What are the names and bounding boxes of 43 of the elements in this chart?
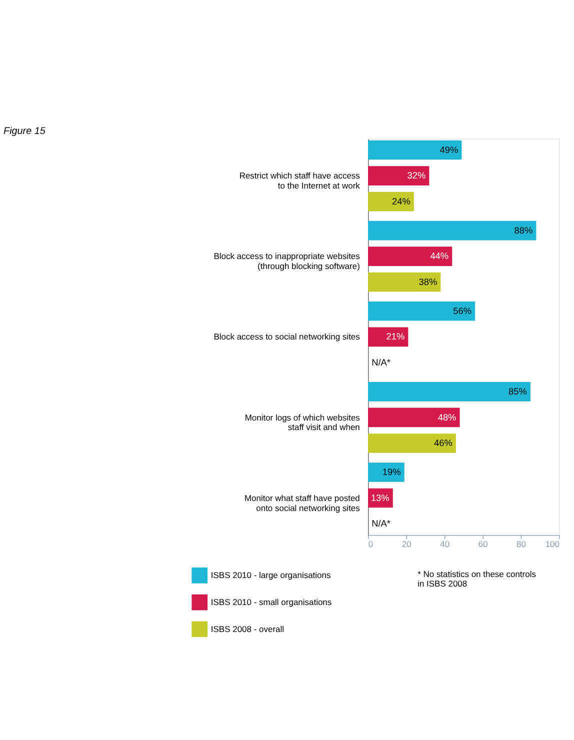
x-tick-label: 80	[516, 538, 526, 549]
x-tick-label: 100	[545, 538, 560, 549]
x-tick-label: 40	[440, 538, 450, 549]
data-label: 49%	[440, 144, 458, 155]
text: Figure 15	[4, 126, 46, 137]
data-label: 48%	[438, 412, 456, 422]
x-tick-label: 0	[368, 538, 374, 549]
bar	[368, 166, 430, 186]
bar	[368, 220, 536, 240]
y-tick-label: Restrict which staff have access to the Internet at work	[239, 170, 361, 191]
bar	[368, 140, 462, 160]
bar	[368, 246, 452, 266]
bar	[368, 382, 530, 402]
data-label: 19%	[382, 467, 401, 478]
bar	[368, 434, 456, 453]
data-label: 32%	[407, 170, 426, 181]
data-label: 56%	[453, 306, 472, 316]
data-label: 46%	[434, 438, 452, 448]
legend-label: ISBS 2010 - small organisations	[210, 597, 332, 608]
y-tick-label: Block access to social networking sites	[214, 332, 360, 342]
x-tick-label: 60	[478, 538, 488, 549]
legend-label: ISBS 2008 - overall	[210, 624, 284, 634]
y-tick-label: Monitor logs of which websites staff visit and when	[244, 412, 360, 432]
y-tick-label: Block access to inappropriate websites (through blocking software)	[214, 251, 360, 272]
bar	[368, 272, 441, 292]
data-label: 88%	[514, 225, 533, 236]
data-label: 38%	[418, 276, 438, 287]
bar	[368, 192, 414, 212]
data-label: 13%	[370, 492, 390, 503]
data-label: 85%	[508, 386, 527, 397]
y-tick-label: Monitor what staff have posted onto social networking sites	[244, 492, 360, 513]
text: * No statistics on these controls in ISBS 2008	[418, 568, 536, 589]
annotation: N/A*	[372, 358, 391, 368]
legend-label: ISBS 2010 - large organisations	[210, 570, 331, 580]
data-label: 21%	[386, 332, 405, 342]
bar	[368, 301, 476, 321]
bar	[368, 327, 408, 347]
bar	[368, 462, 404, 482]
x-tick-label: 20	[402, 538, 412, 549]
data-label: 44%	[430, 251, 449, 262]
bar	[368, 408, 460, 428]
data-label: 24%	[392, 196, 410, 206]
annotation: N/A*	[372, 518, 391, 529]
